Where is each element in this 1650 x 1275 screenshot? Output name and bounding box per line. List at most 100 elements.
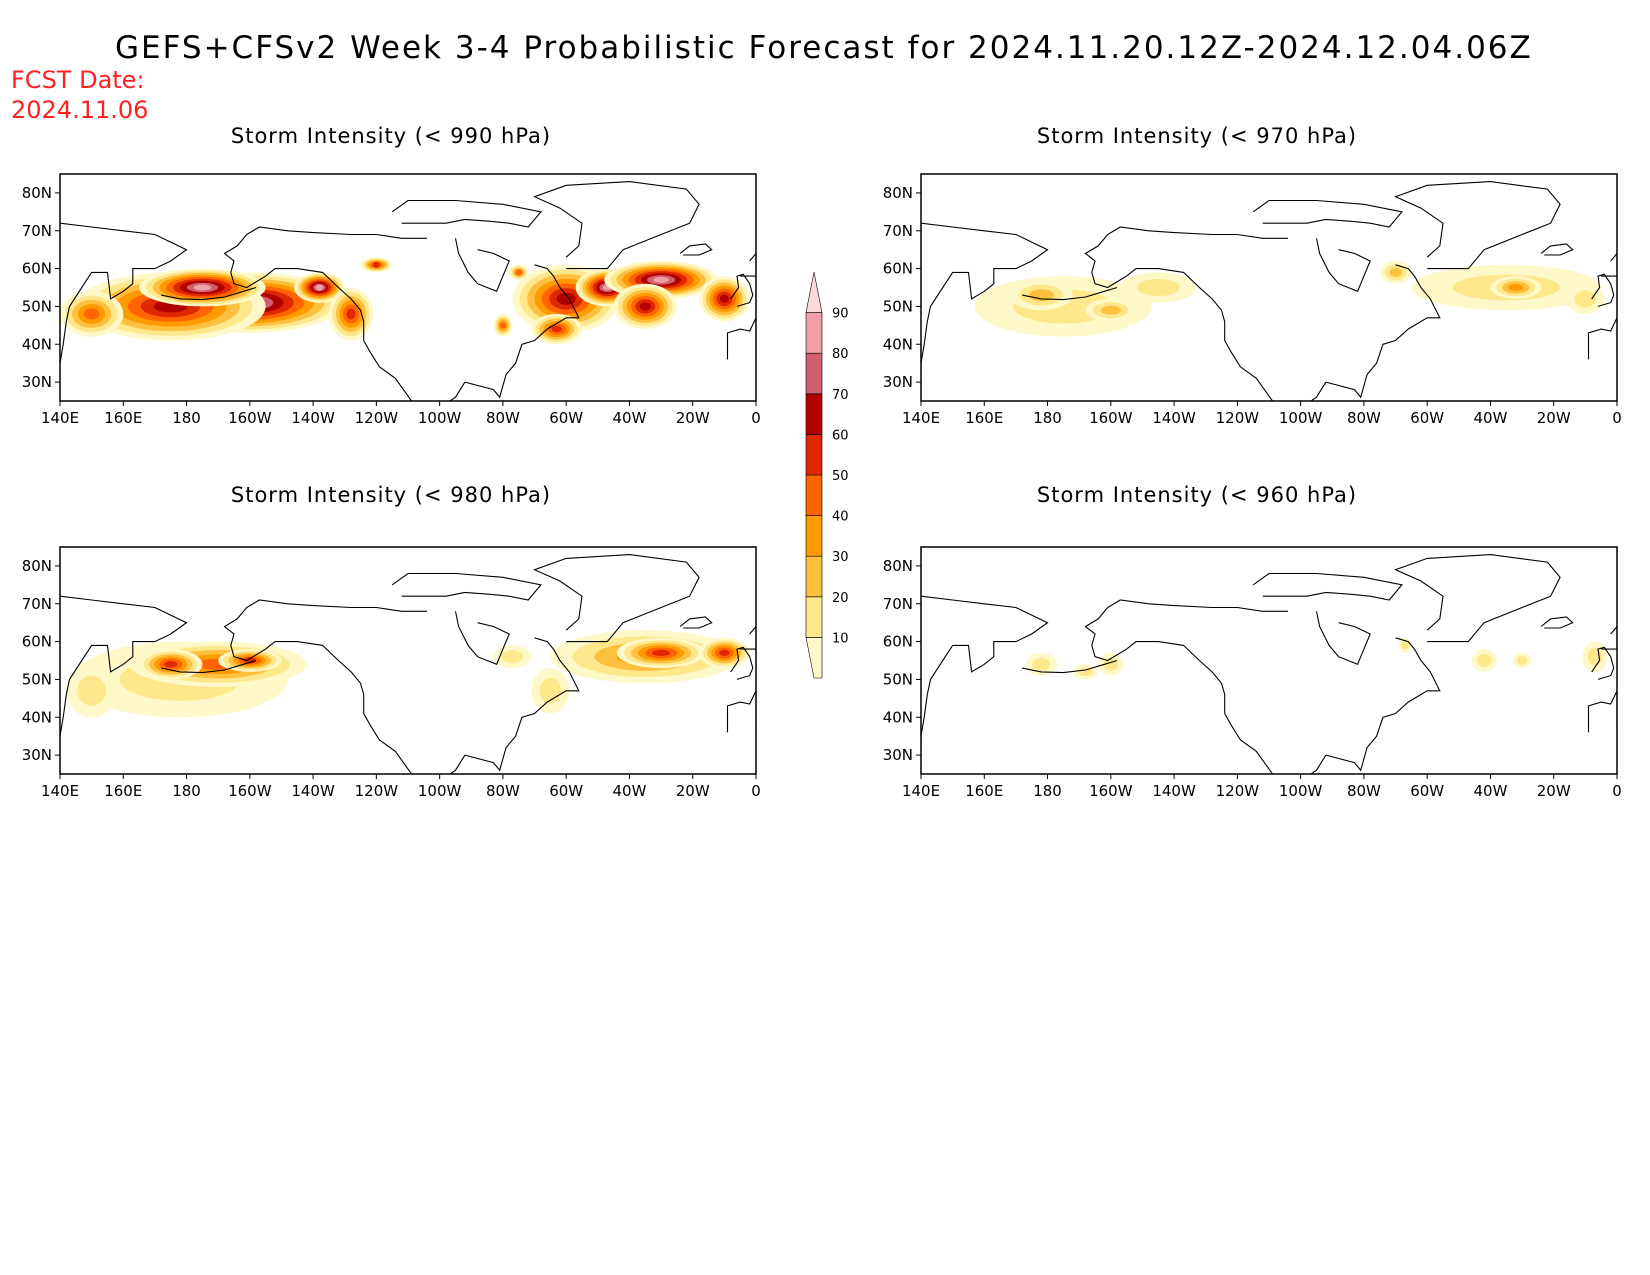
probability-shading: [974, 261, 1605, 337]
lat-tick-label: 40N: [883, 708, 913, 726]
map-frame: [59, 173, 757, 402]
prob-area-3-level-5: [243, 657, 257, 664]
prob-area-7-level-4: [515, 269, 522, 276]
lat-tick-label: 80N: [883, 184, 913, 202]
lat-tick-label: 70N: [883, 222, 913, 240]
prob-area-11-level-8: [653, 276, 670, 283]
coastline-6: [730, 273, 754, 307]
coastline-10: [1022, 659, 1118, 674]
coastline-2: [1252, 199, 1403, 228]
coastline-0: [223, 226, 466, 401]
prob-area-2-level-8: [193, 284, 212, 291]
prob-area-6-level-2: [1389, 267, 1402, 277]
colorbar-label: 70: [832, 388, 849, 403]
lon-tick-label: 20W: [1537, 782, 1571, 800]
colorbar-swatch: [805, 515, 823, 557]
coastline-6: [1591, 646, 1615, 680]
lat-tick-label: 40N: [22, 708, 52, 726]
lon-tick-label: 0: [1612, 782, 1622, 800]
panel-title-980: Storm Intensity (< 980 hPa): [230, 483, 552, 507]
lon-tick-label: 20W: [676, 409, 710, 427]
lon-tick-label: 0: [1612, 409, 1622, 427]
colorbar-swatch: [805, 271, 823, 313]
panel-title-990: Storm Intensity (< 990 hPa): [230, 124, 552, 148]
colorbar-label: 90: [832, 307, 849, 322]
colorbar-swatch: [805, 312, 823, 354]
coastline-5: [679, 616, 713, 629]
coastline-7: [1601, 625, 1617, 650]
coastline-7: [1601, 252, 1617, 277]
map-panel-p990: 140E 160E 180 160W 140W 120W 100W 80W 60W 40W 20W 0…: [22, 173, 761, 427]
colorbar-label: 10: [832, 631, 849, 646]
map-frame: [59, 546, 757, 775]
coastline-8: [726, 317, 756, 360]
coastline-4: [1325, 264, 1441, 399]
coastline-8: [1587, 317, 1617, 360]
lat-tick-label: 70N: [22, 222, 52, 240]
map-panel-p960: 140E 160E 180 160W 140W 120W 100W 80W 60W 40W 20W 0…: [883, 546, 1622, 800]
colorbar-label: 50: [832, 469, 849, 484]
prob-area-5-level-3: [1508, 284, 1524, 291]
prob-area-5-level-1: [1587, 648, 1603, 666]
prob-area-7-level-1: [1574, 290, 1597, 308]
lat-tick-label: 30N: [883, 746, 913, 764]
lon-tick-label: 80W: [1347, 782, 1381, 800]
coastline-4: [464, 264, 580, 399]
lon-tick-label: 160W: [1089, 409, 1133, 427]
coastline-5: [679, 243, 713, 256]
panel-title-960: Storm Intensity (< 960 hPa): [1036, 483, 1358, 507]
prob-area-4-level-1: [77, 675, 106, 706]
lat-tick-label: 30N: [22, 746, 52, 764]
coastline-1: [1315, 238, 1371, 293]
lon-tick-label: 180: [172, 782, 201, 800]
colorbar-label: 30: [832, 550, 849, 565]
lon-tick-label: 80W: [486, 409, 520, 427]
colorbar-swatch: [805, 474, 823, 516]
coastline-10: [1022, 286, 1118, 301]
lon-tick-label: 40W: [612, 409, 646, 427]
lon-tick-label: 180: [1033, 782, 1062, 800]
lon-tick-label: 40W: [612, 782, 646, 800]
prob-area-3-level-1: [1136, 278, 1180, 297]
lon-tick-label: 140W: [291, 409, 335, 427]
lon-tick-label: 40W: [1473, 782, 1507, 800]
lat-tick-label: 40N: [22, 335, 52, 353]
colorbar-label: 80: [832, 347, 849, 362]
prob-area-2-level-2: [1100, 305, 1121, 315]
lon-tick-label: 60W: [549, 409, 583, 427]
lon-tick-label: 140E: [902, 782, 940, 800]
lon-tick-label: 60W: [1410, 782, 1444, 800]
coastline-10: [161, 286, 257, 301]
lat-tick-label: 30N: [22, 373, 52, 391]
coastline-5: [1540, 616, 1574, 629]
lat-tick-label: 60N: [22, 260, 52, 278]
prob-area-1-level-1: [1078, 667, 1093, 677]
lat-tick-label: 50N: [883, 670, 913, 688]
lon-tick-label: 160W: [228, 409, 272, 427]
lon-tick-label: 140W: [291, 782, 335, 800]
coastline-0: [223, 599, 466, 774]
colorbar-swatch: [805, 434, 823, 476]
coastline-1: [454, 611, 510, 666]
prob-area-0-level-1: [1032, 657, 1051, 671]
prob-area-14-level-5: [551, 325, 562, 333]
coastlines: [60, 181, 756, 401]
colorbar-swatch: [805, 393, 823, 435]
lon-tick-label: 100W: [1279, 409, 1323, 427]
lat-tick-label: 70N: [883, 595, 913, 613]
lat-tick-label: 60N: [883, 633, 913, 651]
coastline-1: [1315, 611, 1371, 666]
lon-tick-label: 140E: [41, 409, 79, 427]
lon-tick-label: 20W: [1537, 409, 1571, 427]
coastline-3: [533, 181, 700, 270]
panel-title-970: Storm Intensity (< 970 hPa): [1036, 124, 1358, 148]
lon-tick-label: 0: [751, 409, 761, 427]
probability-shading: [66, 630, 750, 718]
prob-area-6-level-1: [1401, 641, 1409, 650]
lon-tick-label: 100W: [1279, 782, 1323, 800]
colorbar-swatch: [805, 637, 823, 679]
prob-area-5-level-1: [501, 650, 524, 664]
coastline-2: [391, 572, 542, 601]
prob-area-3-level-4: [83, 308, 100, 320]
